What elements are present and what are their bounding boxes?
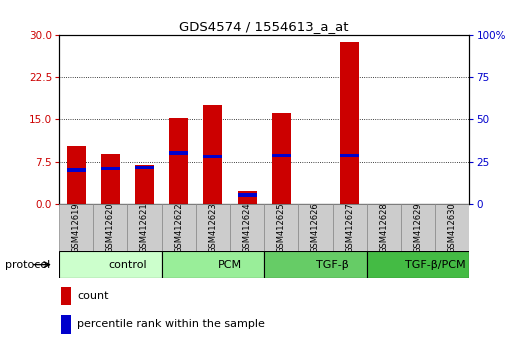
Bar <box>67 147 86 204</box>
Bar <box>101 154 120 204</box>
Bar <box>264 251 367 278</box>
Text: GSM412622: GSM412622 <box>174 202 183 253</box>
Text: count: count <box>77 291 109 301</box>
Bar <box>196 204 230 251</box>
Bar <box>162 204 196 251</box>
Bar <box>135 165 154 204</box>
Bar <box>93 204 127 251</box>
Bar <box>169 118 188 204</box>
Title: GDS4574 / 1554613_a_at: GDS4574 / 1554613_a_at <box>180 20 349 33</box>
Text: GSM412624: GSM412624 <box>243 202 251 253</box>
Bar <box>272 154 291 157</box>
Text: control: control <box>108 259 147 270</box>
Bar <box>435 204 469 251</box>
Bar <box>59 204 93 251</box>
Text: GSM412620: GSM412620 <box>106 202 115 253</box>
Text: PCM: PCM <box>218 259 242 270</box>
Bar <box>204 105 222 204</box>
Bar <box>340 42 359 204</box>
Bar <box>61 315 71 333</box>
Text: GSM412630: GSM412630 <box>448 202 457 253</box>
Bar <box>367 204 401 251</box>
Bar <box>162 251 264 278</box>
Bar <box>59 251 162 278</box>
Bar <box>299 204 332 251</box>
Text: TGF-β/PCM: TGF-β/PCM <box>405 259 465 270</box>
Bar <box>230 204 264 251</box>
Text: GSM412625: GSM412625 <box>277 202 286 253</box>
Bar <box>135 166 154 169</box>
Bar <box>264 204 299 251</box>
Bar <box>367 251 469 278</box>
Text: GSM412623: GSM412623 <box>208 202 218 253</box>
Text: TGF-β: TGF-β <box>316 259 349 270</box>
Text: GSM412627: GSM412627 <box>345 202 354 253</box>
Bar <box>238 193 256 197</box>
Text: GSM412626: GSM412626 <box>311 202 320 253</box>
Text: GSM412621: GSM412621 <box>140 202 149 253</box>
Bar <box>61 287 71 305</box>
Bar <box>127 204 162 251</box>
Text: GSM412629: GSM412629 <box>413 202 423 253</box>
Text: GSM412628: GSM412628 <box>380 202 388 253</box>
Text: GSM412619: GSM412619 <box>72 202 81 253</box>
Bar <box>340 154 359 157</box>
Bar <box>67 168 86 172</box>
Text: percentile rank within the sample: percentile rank within the sample <box>77 319 265 330</box>
Bar <box>169 152 188 155</box>
Bar <box>272 113 291 204</box>
Bar <box>101 167 120 170</box>
Bar <box>401 204 435 251</box>
Bar <box>332 204 367 251</box>
Bar <box>238 191 256 204</box>
Text: protocol: protocol <box>5 259 50 270</box>
Bar <box>204 155 222 158</box>
